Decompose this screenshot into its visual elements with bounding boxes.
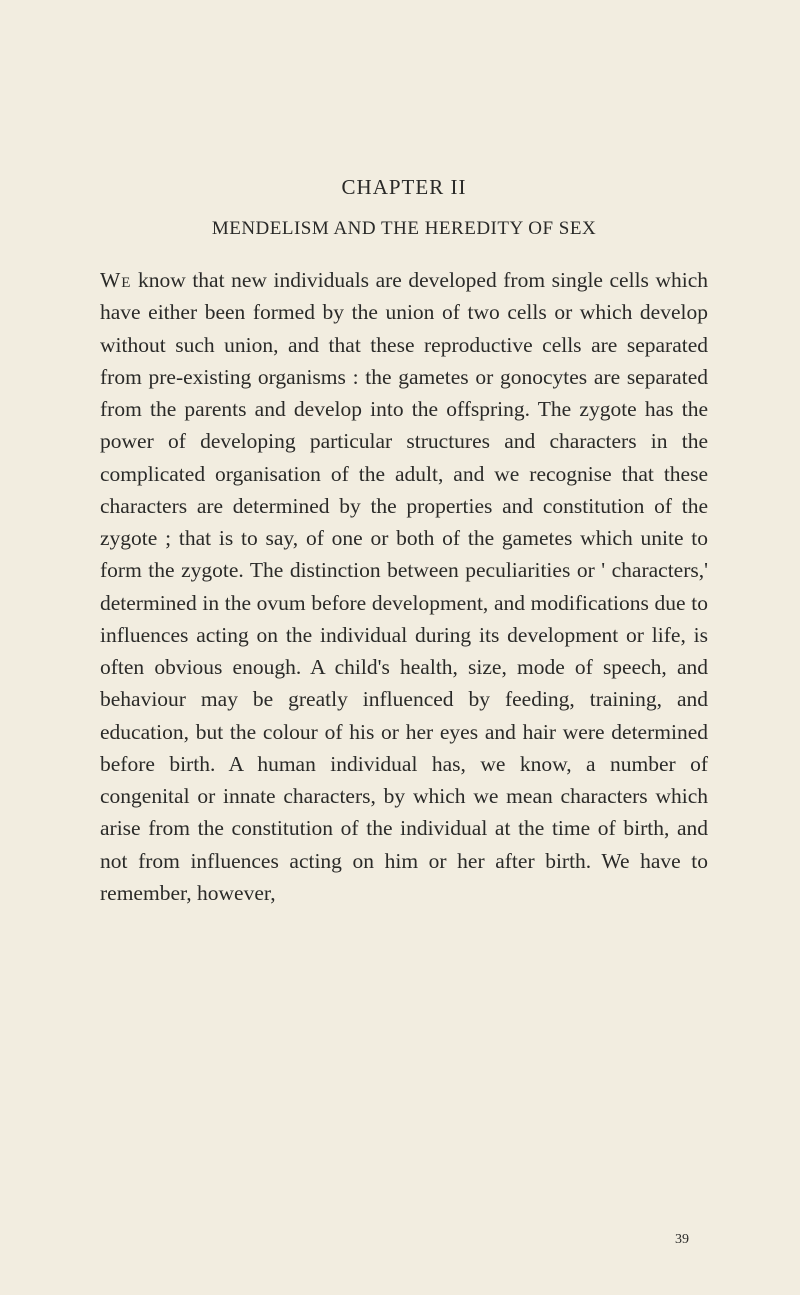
first-word-smallcaps: We [100, 268, 131, 292]
page-number: 39 [675, 1232, 689, 1248]
chapter-subtitle: MENDELISM AND THE HEREDITY OF SEX [100, 218, 708, 240]
body-paragraph: We know that new individuals are develop… [100, 264, 708, 909]
body-text-content: know that new individuals are developed … [100, 268, 708, 905]
chapter-heading: CHAPTER II [100, 175, 708, 200]
